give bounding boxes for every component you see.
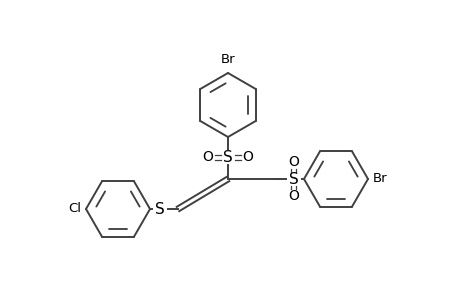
Text: O: O	[288, 189, 299, 203]
Text: S: S	[289, 172, 298, 187]
Text: Br: Br	[372, 172, 387, 185]
Text: Cl: Cl	[68, 202, 81, 215]
Text: O: O	[202, 150, 213, 164]
Text: O: O	[242, 150, 253, 164]
Text: S: S	[155, 202, 164, 217]
Text: S: S	[223, 149, 232, 164]
Text: Br: Br	[220, 53, 235, 66]
Text: O: O	[288, 155, 299, 169]
